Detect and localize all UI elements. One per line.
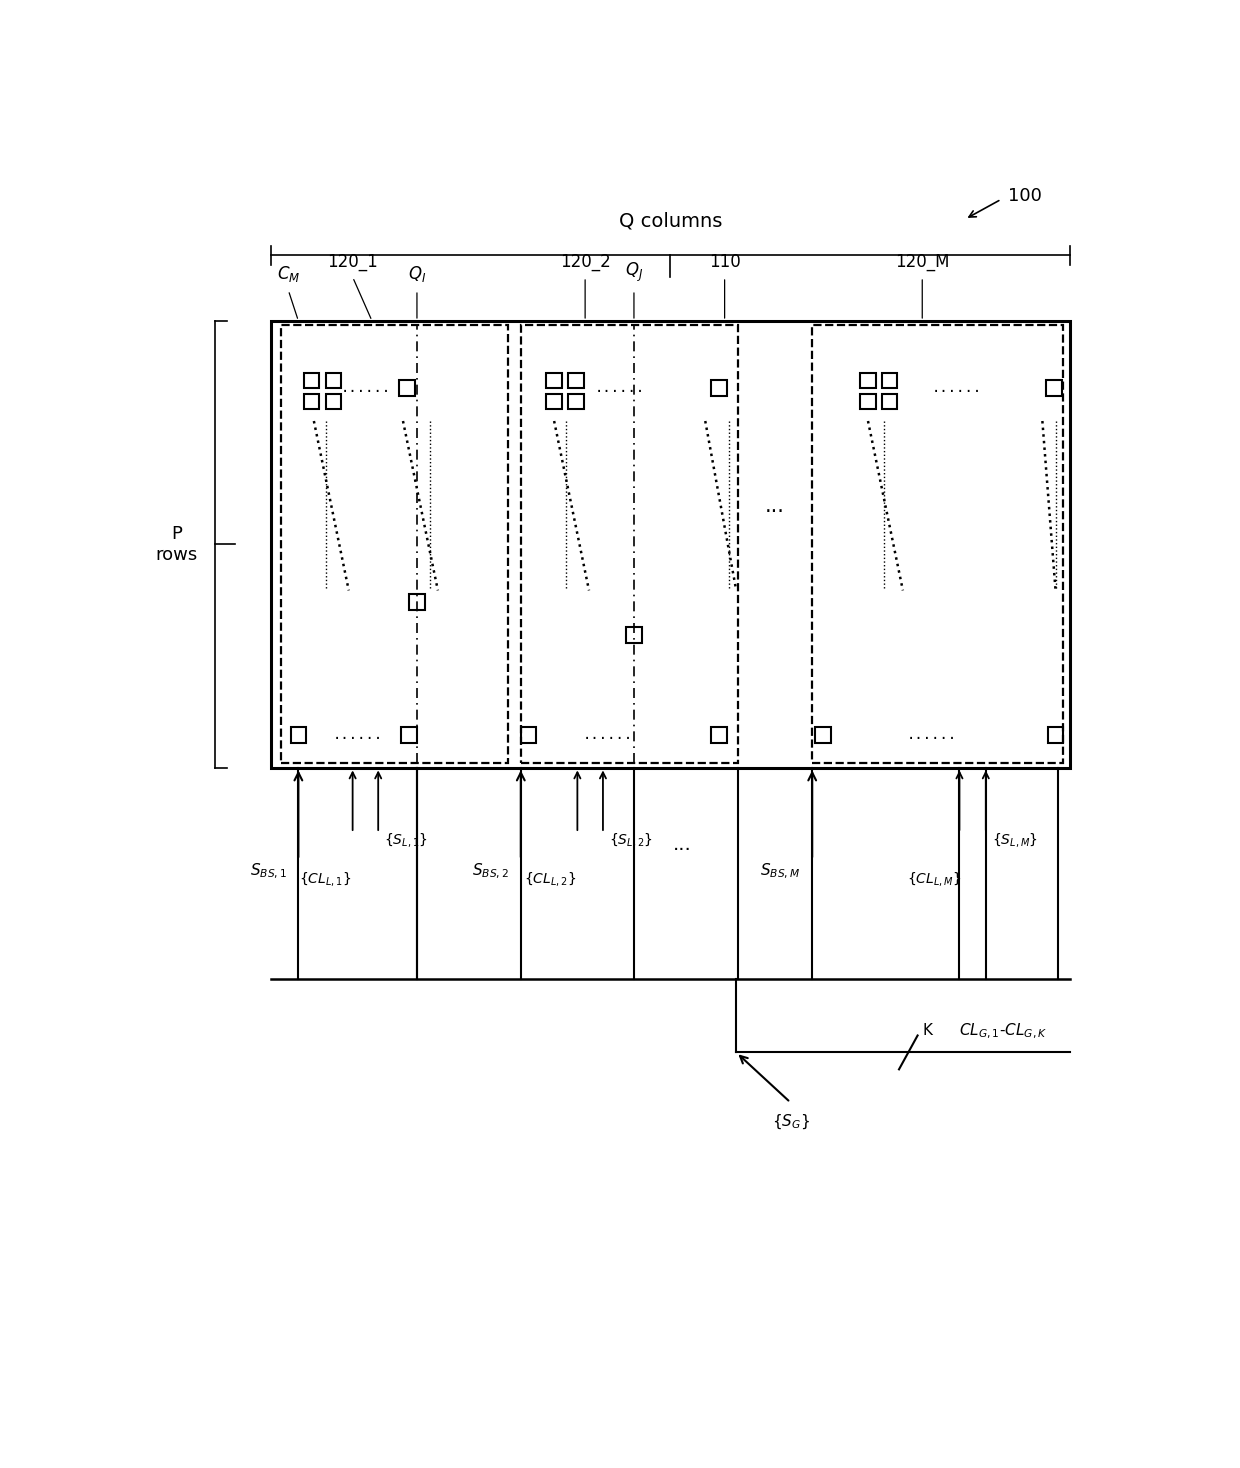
Text: $\{CL_{L,2}\}$: $\{CL_{L,2}\}$ — [525, 871, 577, 888]
Text: $S_{BS,M}$: $S_{BS,M}$ — [760, 862, 801, 881]
Bar — [568, 373, 584, 388]
Text: $\{CL_{L,M}\}$: $\{CL_{L,M}\}$ — [906, 871, 961, 888]
Bar — [521, 728, 537, 743]
Text: 120_2: 120_2 — [559, 252, 610, 272]
Bar — [304, 393, 319, 410]
Bar — [409, 595, 424, 609]
Bar — [712, 728, 727, 743]
Text: $\{S_G\}$: $\{S_G\}$ — [771, 1113, 810, 1130]
Bar — [1048, 728, 1063, 743]
Text: $\{S_{L,1}\}$: $\{S_{L,1}\}$ — [384, 831, 428, 849]
Bar — [272, 321, 1069, 768]
Bar — [290, 728, 306, 743]
Text: $\{CL_{L,1}\}$: $\{CL_{L,1}\}$ — [299, 871, 352, 888]
Bar — [812, 324, 1064, 763]
Bar — [399, 380, 414, 395]
Bar — [1047, 380, 1061, 395]
Bar — [304, 373, 319, 388]
Text: K: K — [923, 1023, 932, 1038]
Bar — [882, 373, 898, 388]
Text: $\{S_{L,M}\}$: $\{S_{L,M}\}$ — [992, 831, 1038, 849]
Bar — [568, 393, 584, 410]
Text: ...: ... — [765, 496, 785, 515]
Bar — [861, 373, 875, 388]
Bar — [861, 393, 875, 410]
Bar — [547, 393, 562, 410]
Text: ......: ...... — [341, 380, 391, 395]
Text: P
rows: P rows — [155, 526, 198, 564]
Text: $Q_J$: $Q_J$ — [625, 261, 644, 283]
Bar — [325, 373, 341, 388]
Text: ......: ...... — [932, 380, 982, 395]
Bar — [521, 324, 738, 763]
Text: $S_{BS,2}$: $S_{BS,2}$ — [472, 862, 510, 881]
Text: $C_M$: $C_M$ — [277, 264, 300, 283]
Bar — [882, 393, 898, 410]
Text: ......: ...... — [583, 728, 634, 743]
Text: 100: 100 — [1007, 188, 1042, 206]
Text: ...: ... — [672, 835, 692, 854]
Text: Q columns: Q columns — [619, 211, 722, 230]
Text: $CL_{G,1}$-$CL_{G,K}$: $CL_{G,1}$-$CL_{G,K}$ — [959, 1022, 1047, 1041]
Text: $S_{BS,1}$: $S_{BS,1}$ — [249, 862, 286, 881]
Bar — [325, 393, 341, 410]
Bar — [816, 728, 831, 743]
Text: 120_M: 120_M — [895, 252, 950, 272]
Text: 110: 110 — [709, 252, 740, 272]
Text: ......: ...... — [906, 728, 957, 743]
Bar — [402, 728, 417, 743]
Bar — [547, 373, 562, 388]
Text: $Q_I$: $Q_I$ — [408, 264, 427, 283]
Text: ......: ...... — [595, 380, 645, 395]
Bar — [280, 324, 507, 763]
Text: ......: ...... — [332, 728, 383, 743]
Text: $\{S_{L,2}\}$: $\{S_{L,2}\}$ — [609, 831, 653, 849]
Bar — [712, 380, 727, 395]
Text: 120_1: 120_1 — [327, 252, 378, 272]
Bar — [626, 627, 642, 643]
